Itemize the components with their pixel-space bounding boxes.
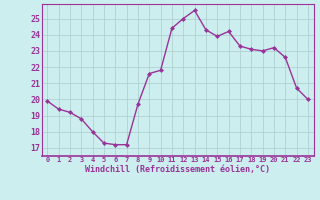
X-axis label: Windchill (Refroidissement éolien,°C): Windchill (Refroidissement éolien,°C) (85, 165, 270, 174)
